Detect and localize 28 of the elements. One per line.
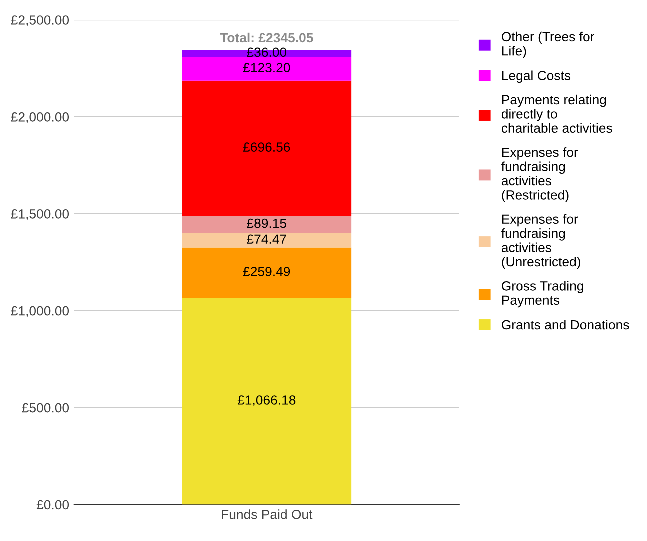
bar: [182, 298, 352, 505]
legend-label: Gross Trading Payments: [502, 281, 584, 308]
y-tick-label: £1,000.00: [11, 306, 70, 318]
y-tick-label: £500.00: [22, 403, 70, 413]
legend-label: Expenses for fundraising activities (Restricted): [502, 148, 578, 202]
data-label: £89.15: [247, 218, 287, 228]
data-label: £123.20: [243, 63, 290, 73]
bar: [182, 216, 352, 234]
legend-label: Expenses for fundraising activities (Unrestricted): [502, 214, 580, 270]
bar: [182, 248, 352, 298]
total-label: Total: £2345.05: [220, 32, 314, 43]
data-label: £696.56: [243, 142, 290, 152]
x-tick-label: Funds Paid Out: [222, 510, 313, 520]
legend-label: Other (Trees for Life): [502, 32, 595, 58]
bar: [182, 233, 352, 248]
bar: [182, 57, 352, 81]
data-label: £1,066.18: [238, 396, 296, 406]
data-label: £259.49: [243, 267, 290, 276]
data-label: £36.00: [247, 48, 287, 58]
y-tick-label: £2,000.00: [11, 112, 70, 124]
data-label: £74.47: [247, 234, 286, 244]
y-tick-label: £1,500.00: [11, 209, 70, 220]
legend-label: Payments relating directly to charitable activities: [502, 94, 612, 134]
legend-label: Legal Costs: [502, 70, 571, 84]
y-tick-label: £2,500.00: [11, 16, 70, 26]
legend-label: Grants and Donations: [502, 320, 630, 330]
bar: [182, 80, 352, 216]
y-tick-label: £0.00: [36, 500, 70, 510]
